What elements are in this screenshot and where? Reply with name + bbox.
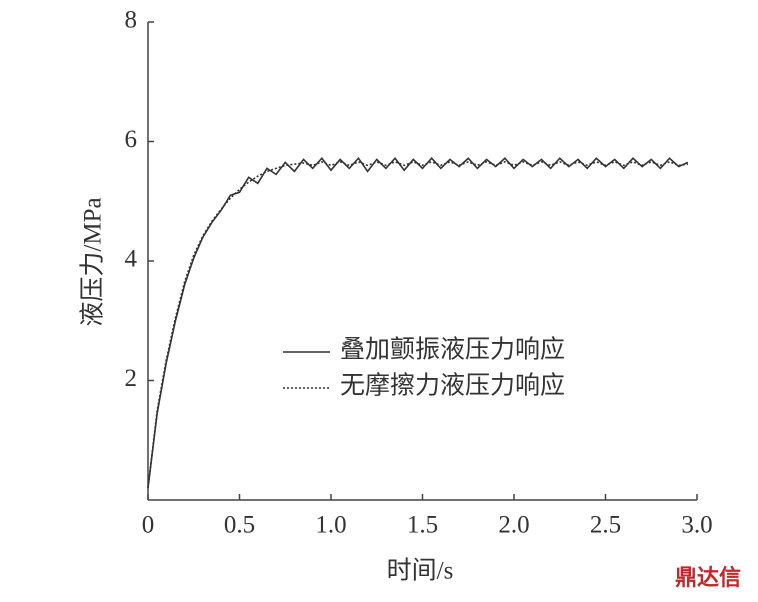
x-tick-label: 0 — [142, 512, 155, 539]
series-line — [147, 156, 689, 489]
x-tick-label: 2.5 — [590, 512, 621, 539]
y-tick-label: 4 — [125, 246, 138, 273]
y-tick-label: 6 — [125, 126, 138, 153]
x-tick-label: 3.0 — [681, 512, 712, 539]
x-tick-label: 1.0 — [315, 512, 346, 539]
x-tick-label: 2.0 — [498, 512, 529, 539]
y-axis-label: 液压力/MPa — [79, 197, 107, 326]
y-tick-label: 8 — [125, 7, 138, 34]
series-line — [147, 160, 688, 489]
watermark: 鼎达信 — [675, 565, 741, 590]
legend-label: 叠加颤振液压力响应 — [340, 336, 565, 364]
x-tick-label: 0.5 — [224, 512, 255, 539]
legend-label: 无摩擦力液压力响应 — [340, 372, 565, 400]
x-tick-label: 1.5 — [407, 512, 438, 539]
y-tick-label: 2 — [125, 365, 138, 392]
x-axis-label: 时间/s — [387, 557, 454, 585]
